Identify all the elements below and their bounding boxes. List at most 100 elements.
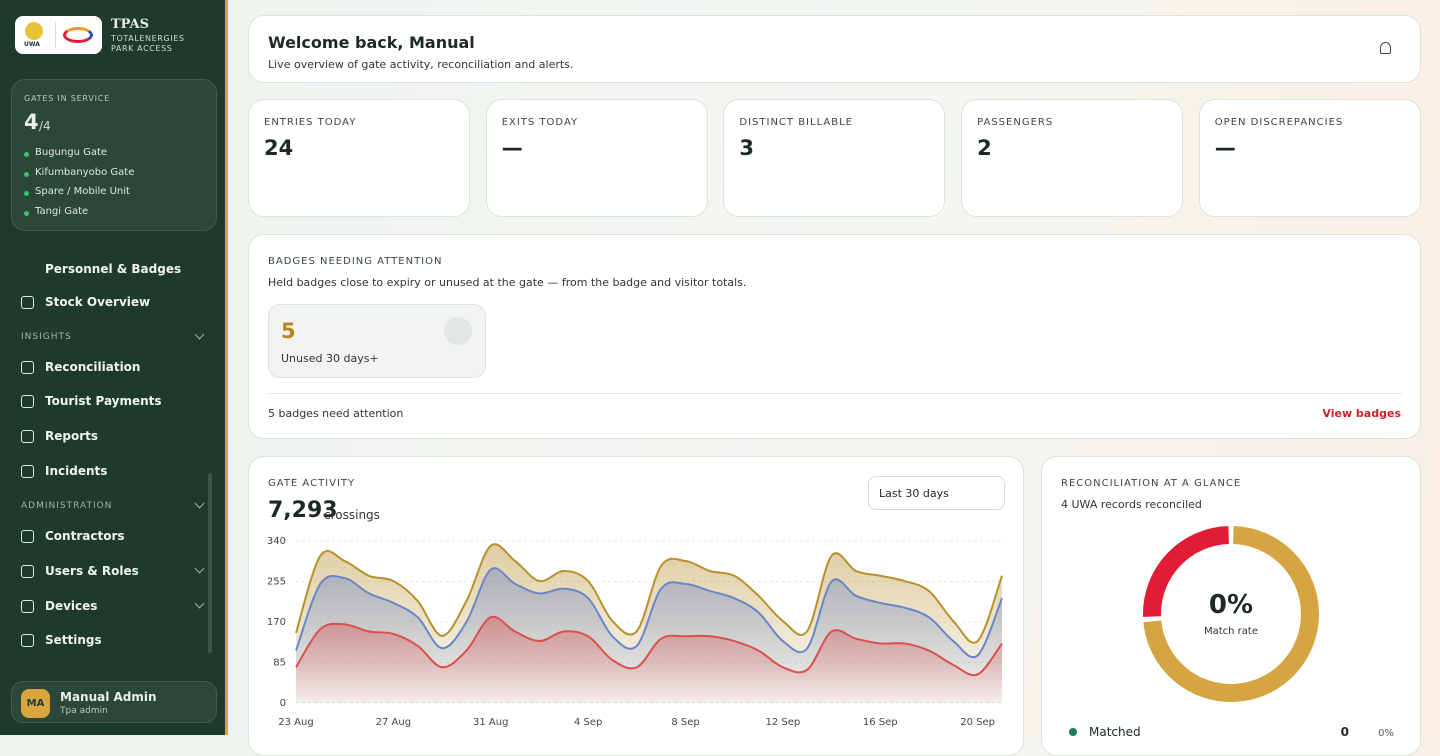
gate-item: Bugungu Gate xyxy=(35,147,108,158)
gate-dot xyxy=(24,152,29,157)
kpi-card: EXITS TODAY — xyxy=(485,99,708,217)
x-tick-label: 8 Sep xyxy=(671,717,699,728)
legend-dot xyxy=(1069,728,1077,736)
badge-tile-value: 5 xyxy=(281,319,296,343)
kpi-card: OPEN DISCREPANCIES — xyxy=(1198,99,1421,217)
badge-tile-label: Unused 30 days+ xyxy=(281,352,379,365)
nav-icon xyxy=(21,361,34,374)
gate-dot xyxy=(24,210,29,216)
nav-icon xyxy=(21,296,34,309)
gate-dot xyxy=(24,191,29,196)
area-fill xyxy=(296,616,1002,703)
y-tick-label: 340 xyxy=(267,536,286,547)
gate-activity-title: GATE ACTIVITY xyxy=(268,478,356,489)
kpi-value: — xyxy=(1214,136,1236,160)
range-select[interactable]: Last 30 days xyxy=(868,476,1005,510)
y-tick-label: 85 xyxy=(273,658,286,669)
badges-description: Held badges close to expiry or unused at… xyxy=(268,276,747,289)
donut-segment xyxy=(1143,526,1319,702)
kpi-card: PASSENGERS 2 xyxy=(961,99,1184,217)
reconciliation-chart: 0% Match rate Matched 0 0% xyxy=(1069,526,1394,736)
legend-name: Matched xyxy=(1089,725,1141,736)
chevron xyxy=(194,563,205,574)
badge-tile[interactable]: 5 Unused 30 days+ xyxy=(268,304,486,378)
donut-center-label: Match rate xyxy=(1204,626,1258,637)
user-avatar: MA xyxy=(21,689,50,718)
chevron xyxy=(194,329,205,340)
legend-count: 0 xyxy=(1341,725,1349,736)
nav-item[interactable]: Settings xyxy=(45,633,102,647)
kpi-card: DISTINCT BILLABLE 3 xyxy=(723,99,946,217)
x-tick-label: 27 Aug xyxy=(376,717,411,728)
reconciliation-title: RECONCILIATION AT A GLANCE xyxy=(1061,478,1242,489)
nav-item[interactable]: Users & Roles xyxy=(45,564,139,578)
badges-title: BADGES NEEDING ATTENTION xyxy=(268,256,443,267)
y-tick-label: 0 xyxy=(280,698,286,709)
y-tick-label: 170 xyxy=(267,617,286,628)
view-badges-link[interactable]: View badges xyxy=(1322,407,1401,420)
nav-item[interactable]: Tourist Payments xyxy=(45,394,162,408)
gate-item: Tangi Gate xyxy=(35,205,89,217)
chevron xyxy=(194,498,205,509)
logo-text: UWA xyxy=(24,41,40,48)
nav-item[interactable]: Incidents xyxy=(45,464,108,478)
gate-item: Spare / Mobile Unit xyxy=(35,186,130,197)
gate-activity-unit: crossings xyxy=(324,508,380,522)
gate-activity-total: 7,293 xyxy=(268,498,338,523)
brand-logo: UWA xyxy=(15,16,102,54)
gate-dot xyxy=(24,171,29,177)
kpi-card: ENTRIES TODAY 24 xyxy=(248,99,470,217)
kpi-value: 24 xyxy=(264,136,294,160)
series-line xyxy=(295,567,1003,659)
gate-activity-card: GATE ACTIVITY 7,293 crossings Last 30 da… xyxy=(248,456,1024,756)
kpi-value: 3 xyxy=(739,136,755,160)
welcome-subtitle: Live overview of gate activity, reconcil… xyxy=(268,58,574,71)
nav-icon xyxy=(21,465,34,478)
brand-subtitle: TOTALENERGIES PARK ACCESS xyxy=(111,34,185,53)
user-name: Manual Admin xyxy=(60,690,157,704)
gates-count: 4 xyxy=(24,110,39,134)
nav-icon xyxy=(21,634,34,647)
series-line xyxy=(295,615,1003,677)
nav-icon xyxy=(21,395,34,408)
series-line xyxy=(295,543,1003,644)
x-tick-label: 16 Sep xyxy=(863,717,898,728)
nav-icon xyxy=(21,600,34,613)
brand-title: TPAS xyxy=(111,17,149,32)
nav-item[interactable]: Contractors xyxy=(45,529,125,543)
nav-item[interactable]: Reconciliation xyxy=(45,360,141,374)
user-card[interactable]: MA Manual Admin Tpa admin xyxy=(11,681,217,723)
legend-share: 0% xyxy=(1378,728,1394,736)
gate-activity-chart: 0 85 170 255 340 23 Aug 27 Aug 31 Aug 4 Sep 8 Sep… xyxy=(267,536,1003,728)
header-card: Welcome back, Manual Live overview of ga… xyxy=(248,15,1421,83)
nav-icon xyxy=(21,430,34,443)
chevron xyxy=(194,598,205,609)
welcome-title: Welcome back, Manual xyxy=(268,33,475,52)
reconciliation-subtitle: 4 UWA records reconciled xyxy=(1061,498,1202,511)
nav-section: ADMINISTRATION xyxy=(21,501,113,511)
kpi-label: ENTRIES TODAY xyxy=(264,117,357,128)
badges-card: BADGES NEEDING ATTENTION Held badges clo… xyxy=(248,234,1421,439)
kpi-label: PASSENGERS xyxy=(977,117,1054,128)
gate-item: Kifumbanyobo Gate xyxy=(35,166,135,178)
nav-item[interactable]: Devices xyxy=(45,599,98,613)
donut-segment xyxy=(1143,526,1230,617)
gates-panel: GATES IN SERVICE 4 /4 Bugungu Gate Kifumb… xyxy=(11,79,217,231)
nav-item[interactable]: Personnel & Badges xyxy=(45,262,182,276)
range-select-label: Last 30 days xyxy=(879,487,949,500)
kpi-value: — xyxy=(501,136,523,160)
notification-bell[interactable] xyxy=(1380,42,1391,54)
x-tick-label: 31 Aug xyxy=(473,717,508,728)
kpi-label: DISTINCT BILLABLE xyxy=(739,117,853,128)
reconciliation-card: RECONCILIATION AT A GLANCE 4 UWA records… xyxy=(1041,456,1421,756)
donut-center-value: 0% xyxy=(1209,590,1253,620)
kpi-label: EXITS TODAY xyxy=(501,117,579,128)
badges-footer: 5 badges need attention xyxy=(268,407,404,420)
gates-total: /4 xyxy=(39,119,51,133)
y-tick-label: 255 xyxy=(267,577,286,588)
kpi-value: 2 xyxy=(977,136,992,160)
gates-heading: GATES IN SERVICE xyxy=(24,94,111,103)
nav-item[interactable]: Stock Overview xyxy=(45,295,151,309)
nav-item[interactable]: Reports xyxy=(45,429,99,443)
